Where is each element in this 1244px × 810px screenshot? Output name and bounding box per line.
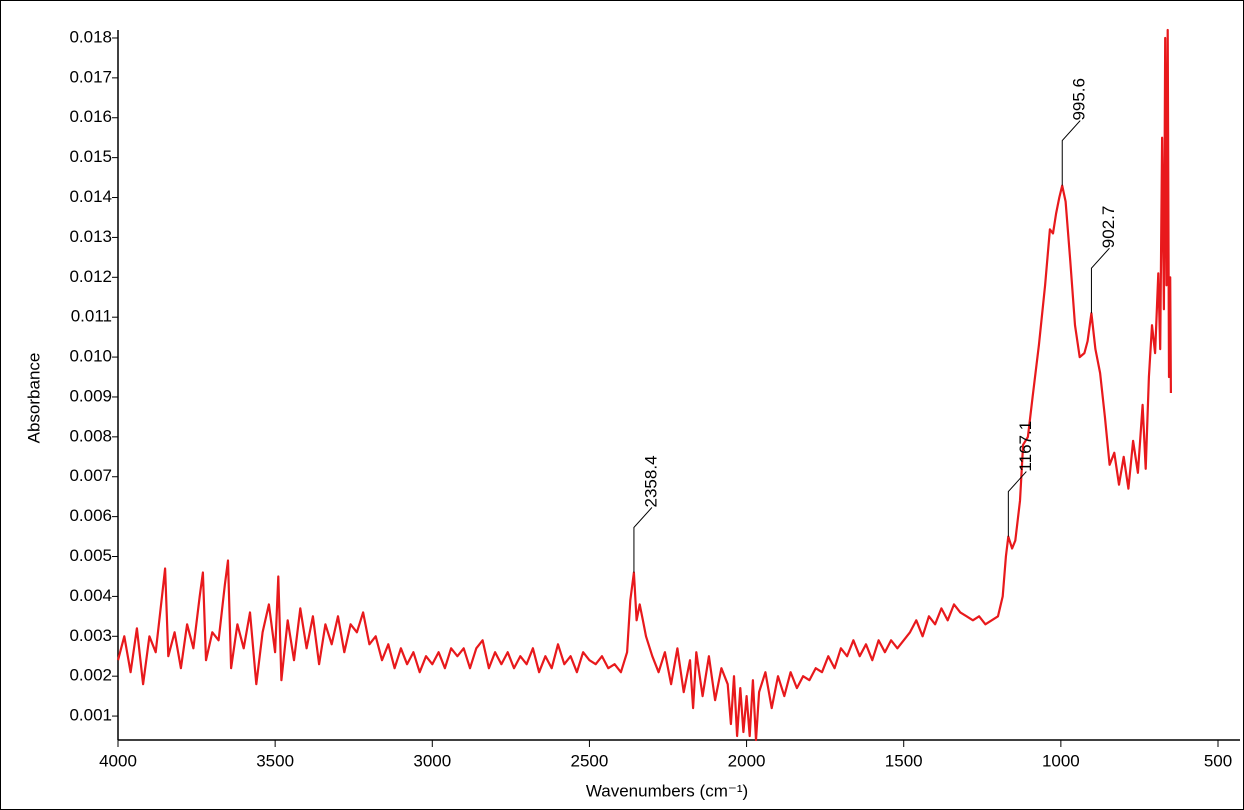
y-tick-label: 0.016 [69,107,112,126]
y-tick-label: 0.012 [69,267,112,286]
x-tick-label: 2500 [571,751,609,770]
y-tick-label: 0.003 [69,626,112,645]
spectrum-line [116,28,1172,742]
x-tick-label: 500 [1204,751,1232,770]
peak-leader [1061,120,1081,186]
x-tick-label: 3500 [256,751,294,770]
x-tick-label: 2000 [728,751,766,770]
peak-label: 2358.4 [641,455,660,507]
peak-leader [1090,247,1110,314]
peak-leader [633,507,653,573]
y-axis-title: Absorbance [24,353,43,444]
peak-label: 1167.1 [1016,421,1035,472]
y-tick-label: 0.006 [69,506,112,525]
y-tick-label: 0.013 [69,227,112,246]
y-tick-label: 0.005 [69,546,112,565]
peak-leader [1007,471,1027,537]
x-tick-label: 3000 [413,751,451,770]
y-tick-label: 0.010 [69,347,112,366]
y-tick-label: 0.009 [69,386,112,405]
y-tick-label: 0.011 [71,307,112,326]
y-tick-label: 0.001 [69,706,112,725]
peak-label: 902.7 [1099,206,1118,249]
peak-label: 995.6 [1070,78,1089,121]
y-tick-label: 0.002 [69,666,112,685]
x-tick-label: 1500 [885,751,923,770]
y-tick-label: 0.008 [69,426,112,445]
y-tick-label: 0.014 [69,187,112,206]
y-tick-label: 0.017 [69,67,112,86]
x-tick-label: 4000 [99,751,137,770]
x-tick-label: 1000 [1042,751,1080,770]
y-tick-label: 0.018 [69,27,112,46]
x-axis-title: Wavenumbers (cm⁻¹) [586,781,748,800]
y-tick-label: 0.015 [69,147,112,166]
y-tick-label: 0.004 [69,586,112,605]
y-tick-label: 0.007 [69,466,112,485]
